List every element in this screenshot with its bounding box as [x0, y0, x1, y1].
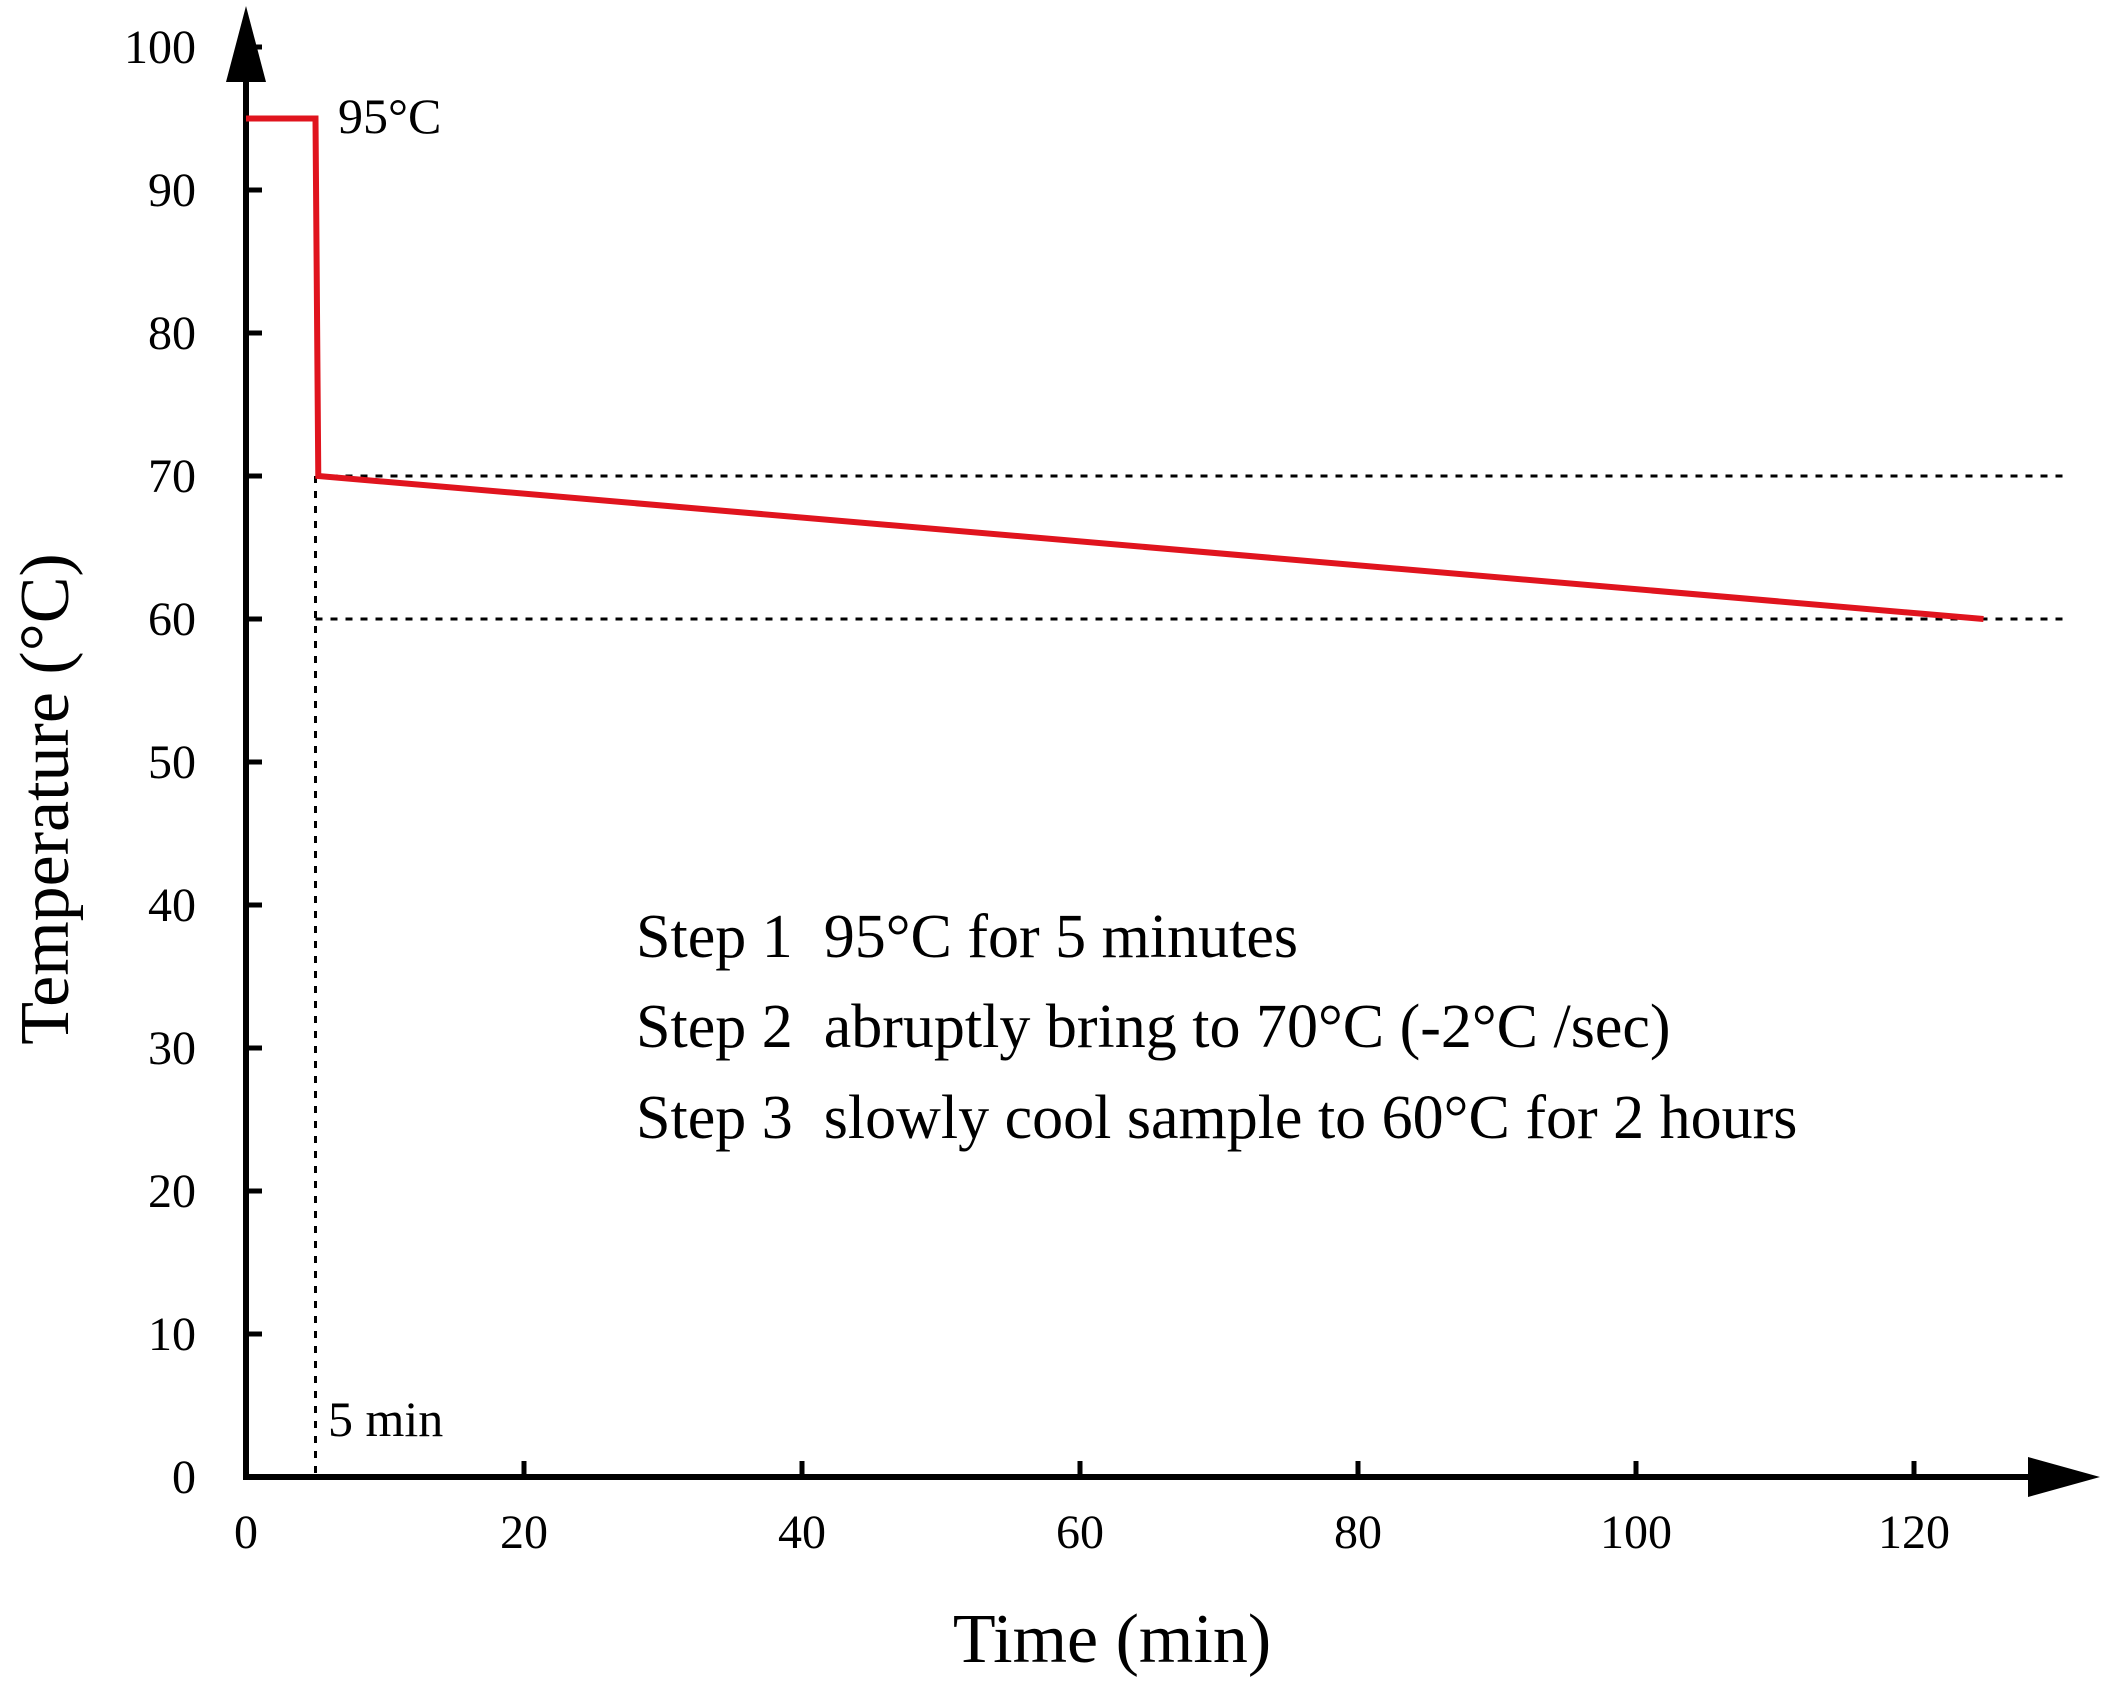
y-tick-label-40: 40 [148, 879, 196, 932]
y-tick-label-70: 70 [148, 450, 196, 503]
y-tick-label-30: 30 [148, 1022, 196, 1075]
step-3-text: Step 3 slowly cool sample to 60°C for 2 … [636, 1084, 1797, 1152]
temperature-profile-line-0 [246, 115, 1984, 622]
y-tick-label-0: 0 [172, 1451, 196, 1504]
x-tick-label-100: 100 [1600, 1506, 1672, 1559]
peak-temperature-label: 95°C [338, 88, 441, 144]
x-tick-label-80: 80 [1334, 1506, 1382, 1559]
x-axis-arrowhead [2028, 1457, 2100, 1497]
x-axis-title: Time (min) [953, 1601, 1271, 1678]
y-tick-label-100: 100 [124, 21, 196, 74]
step-2-text: Step 2 abruptly bring to 70°C (-2°C /sec… [636, 993, 1671, 1061]
x-tick-label-20: 20 [500, 1506, 548, 1559]
y-tick-label-90: 90 [148, 164, 196, 217]
x-tick-label-40: 40 [778, 1506, 826, 1559]
y-axis-arrowhead [226, 6, 266, 82]
ticks: 0 10 20 30 40 50 60 70 80 90 100 0 20 40 60 80 100 120 [124, 21, 1950, 1559]
y-tick-label-50: 50 [148, 736, 196, 789]
step-1-text: Step 1 95°C for 5 minutes [636, 903, 1298, 971]
y-tick-label-60: 60 [148, 593, 196, 646]
reference-lines [314, 474, 2068, 1477]
y-axis-title: Temperature (°C) [7, 553, 84, 1044]
five-minute-label: 5 min [328, 1391, 443, 1447]
x-tick-label-0: 0 [234, 1506, 258, 1559]
series [246, 115, 1984, 622]
y-tick-label-80: 80 [148, 307, 196, 360]
x-tick-label-60: 60 [1056, 1506, 1104, 1559]
x-tick-label-120: 120 [1878, 1506, 1950, 1559]
axes [226, 6, 2100, 1497]
y-tick-label-10: 10 [148, 1308, 196, 1361]
y-tick-label-20: 20 [148, 1165, 196, 1218]
